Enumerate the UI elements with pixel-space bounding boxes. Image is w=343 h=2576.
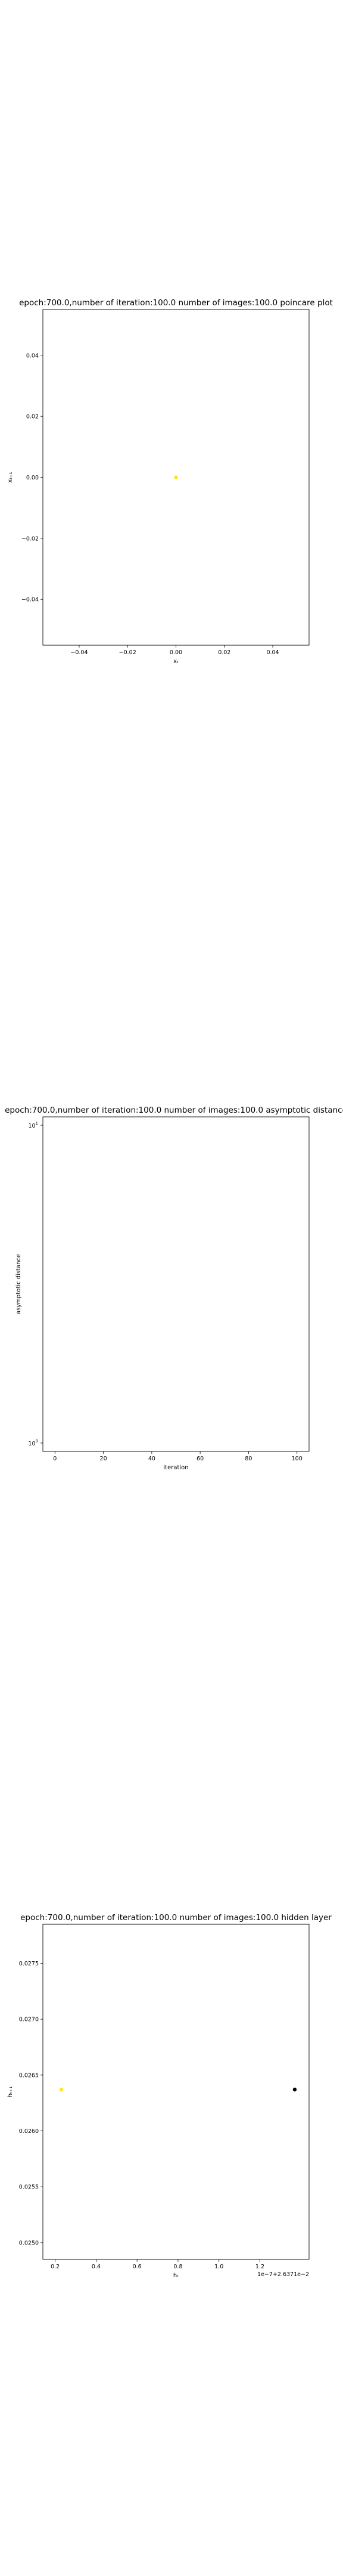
chart-3: epoch:700.0,number of iteration:100.0 nu… <box>7 1913 332 2279</box>
x-axis-label: xₜ <box>173 658 179 665</box>
x-tick-label: 100 <box>292 1456 303 1462</box>
x-tick-label: 0.00 <box>170 649 182 656</box>
y-tick-label: 0.0250 <box>19 2240 39 2246</box>
x-tick-label: 0.2 <box>51 2264 60 2270</box>
y-axis-label: hₜ₊₁ <box>7 2086 14 2098</box>
x-tick-label: 40 <box>148 1456 155 1462</box>
x-tick-label: 20 <box>100 1456 107 1462</box>
y-tick-base: 10 <box>28 1123 35 1129</box>
chart-1: epoch:700.0,number of iteration:100.0 nu… <box>7 298 333 665</box>
plot-frame <box>42 1116 310 1452</box>
chart-title: epoch:700.0,number of iteration:100.0 nu… <box>5 1106 343 1115</box>
x-tick-label: 0 <box>53 1456 57 1462</box>
x-axis-label: iteration <box>163 1465 188 1471</box>
y-axis-label: xₜ₊₁ <box>7 472 14 482</box>
x-tick-label: 0.02 <box>218 649 230 656</box>
x-tick-label: 0.6 <box>133 2264 142 2270</box>
chart-title: epoch:700.0,number of iteration:100.0 nu… <box>19 298 333 308</box>
y-tick-label: 0.0270 <box>19 2017 39 2023</box>
x-offset-label: 1e−7+2.6371e−2 <box>257 2271 309 2278</box>
y-tick-label: 0.04 <box>26 352 39 359</box>
x-tick-label: 1.0 <box>214 2264 223 2270</box>
y-tick-exponent: 1 <box>36 1121 38 1126</box>
data-point <box>59 2088 64 2092</box>
y-axis-label: asymptotic distance <box>15 1254 22 1314</box>
x-tick-label: 0.04 <box>266 649 279 656</box>
y-tick-exponent: 0 <box>36 1439 38 1444</box>
chart-title: epoch:700.0,number of iteration:100.0 nu… <box>20 1913 332 1922</box>
y-tick-label: 0.0255 <box>19 2184 39 2191</box>
x-axis-label: hₜ <box>173 2272 179 2279</box>
data-point <box>292 2088 297 2092</box>
y-tick-label: 0.0265 <box>19 2072 39 2079</box>
y-tick-label: 0.0275 <box>19 1961 39 1967</box>
data-point <box>174 475 178 479</box>
y-tick-label: 0.00 <box>26 475 39 481</box>
y-tick-label: 100 <box>28 1439 38 1447</box>
x-tick-label: −0.04 <box>70 649 88 656</box>
y-tick-label: −0.02 <box>21 535 39 542</box>
x-tick-label: 1.2 <box>255 2264 264 2270</box>
x-tick-label: −0.02 <box>119 649 136 656</box>
y-tick-label: 0.02 <box>26 414 39 420</box>
y-tick-label: −0.04 <box>21 597 39 603</box>
plot-frame <box>42 309 310 646</box>
x-tick-label: 60 <box>197 1456 204 1462</box>
chart-2: epoch:700.0,number of iteration:100.0 nu… <box>5 1106 343 1471</box>
x-tick-label: 80 <box>245 1456 252 1462</box>
y-tick-label: 0.0260 <box>19 2128 39 2135</box>
x-tick-label: 0.4 <box>92 2264 101 2270</box>
x-tick-label: 0.8 <box>173 2264 182 2270</box>
plot-frame <box>42 1924 310 2260</box>
y-tick-label: 101 <box>28 1121 38 1129</box>
y-tick-base: 10 <box>28 1441 35 1447</box>
